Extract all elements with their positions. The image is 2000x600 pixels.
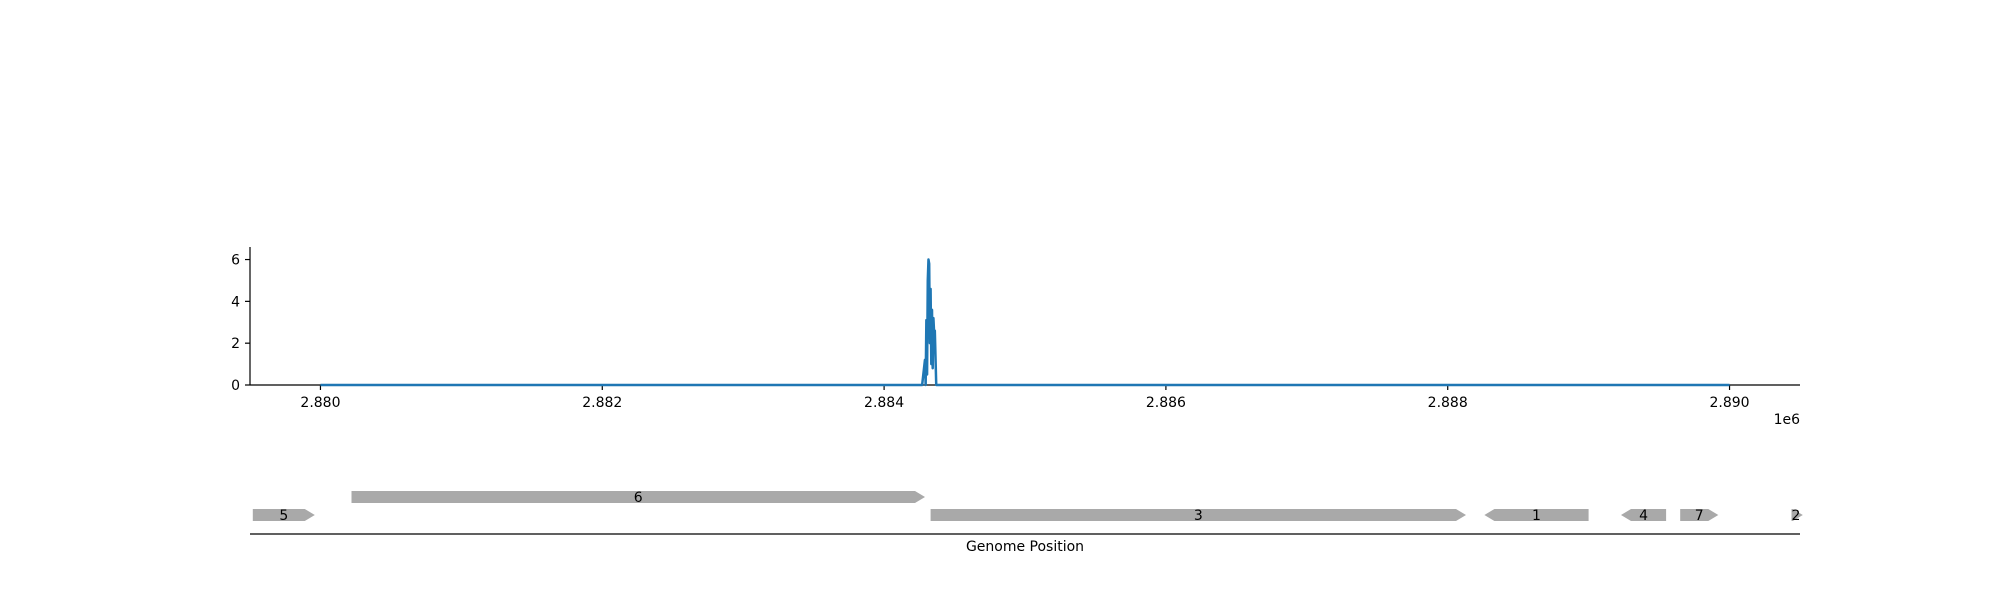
x-offset-label: 1e6	[1774, 412, 1801, 428]
gene-label: 2	[1792, 508, 1801, 524]
y-tick-label: 6	[231, 253, 240, 269]
x-tick-label: 2.880	[300, 395, 340, 411]
coverage-line	[320, 258, 1730, 387]
x-tick-label: 2.882	[582, 395, 622, 411]
gene-label: 1	[1532, 508, 1541, 524]
gene-arrow	[930, 509, 1466, 521]
x-tick-label: 2.884	[864, 395, 904, 411]
gene-arrow	[1484, 509, 1589, 521]
gene-label: 6	[634, 490, 643, 506]
gene-arrow	[1791, 509, 1803, 521]
gene-label: 3	[1194, 508, 1203, 524]
x-tick-label: 2.890	[1709, 395, 1749, 411]
x-tick-label: 2.886	[1146, 395, 1186, 411]
gene-label: 4	[1639, 508, 1648, 524]
gene-features: 5 6 3 1 4 7 2	[252, 490, 1803, 524]
gene-arrow	[252, 509, 315, 521]
y-ticks: 0 2 4 6	[231, 253, 250, 394]
gene-track: 5 6 3 1 4 7 2 Genome Position	[250, 490, 1803, 555]
y-tick-label: 2	[231, 336, 240, 352]
gene-arrow	[1680, 509, 1719, 521]
gene-label: 7	[1695, 508, 1704, 524]
gene-label: 5	[279, 508, 288, 524]
x-ticks: 2.880 2.882 2.884 2.886 2.888 2.890	[300, 385, 1750, 411]
gene-track-xlabel: Genome Position	[966, 539, 1084, 555]
x-tick-label: 2.888	[1428, 395, 1468, 411]
y-tick-label: 4	[231, 294, 240, 310]
coverage-plot: 0 2 4 6 2.880 2.882 2.884 2.886 2.888 2.890 1e6	[231, 247, 1800, 428]
gene-arrow	[351, 491, 925, 503]
gene-arrow	[1621, 509, 1667, 521]
y-tick-label: 0	[231, 378, 240, 394]
